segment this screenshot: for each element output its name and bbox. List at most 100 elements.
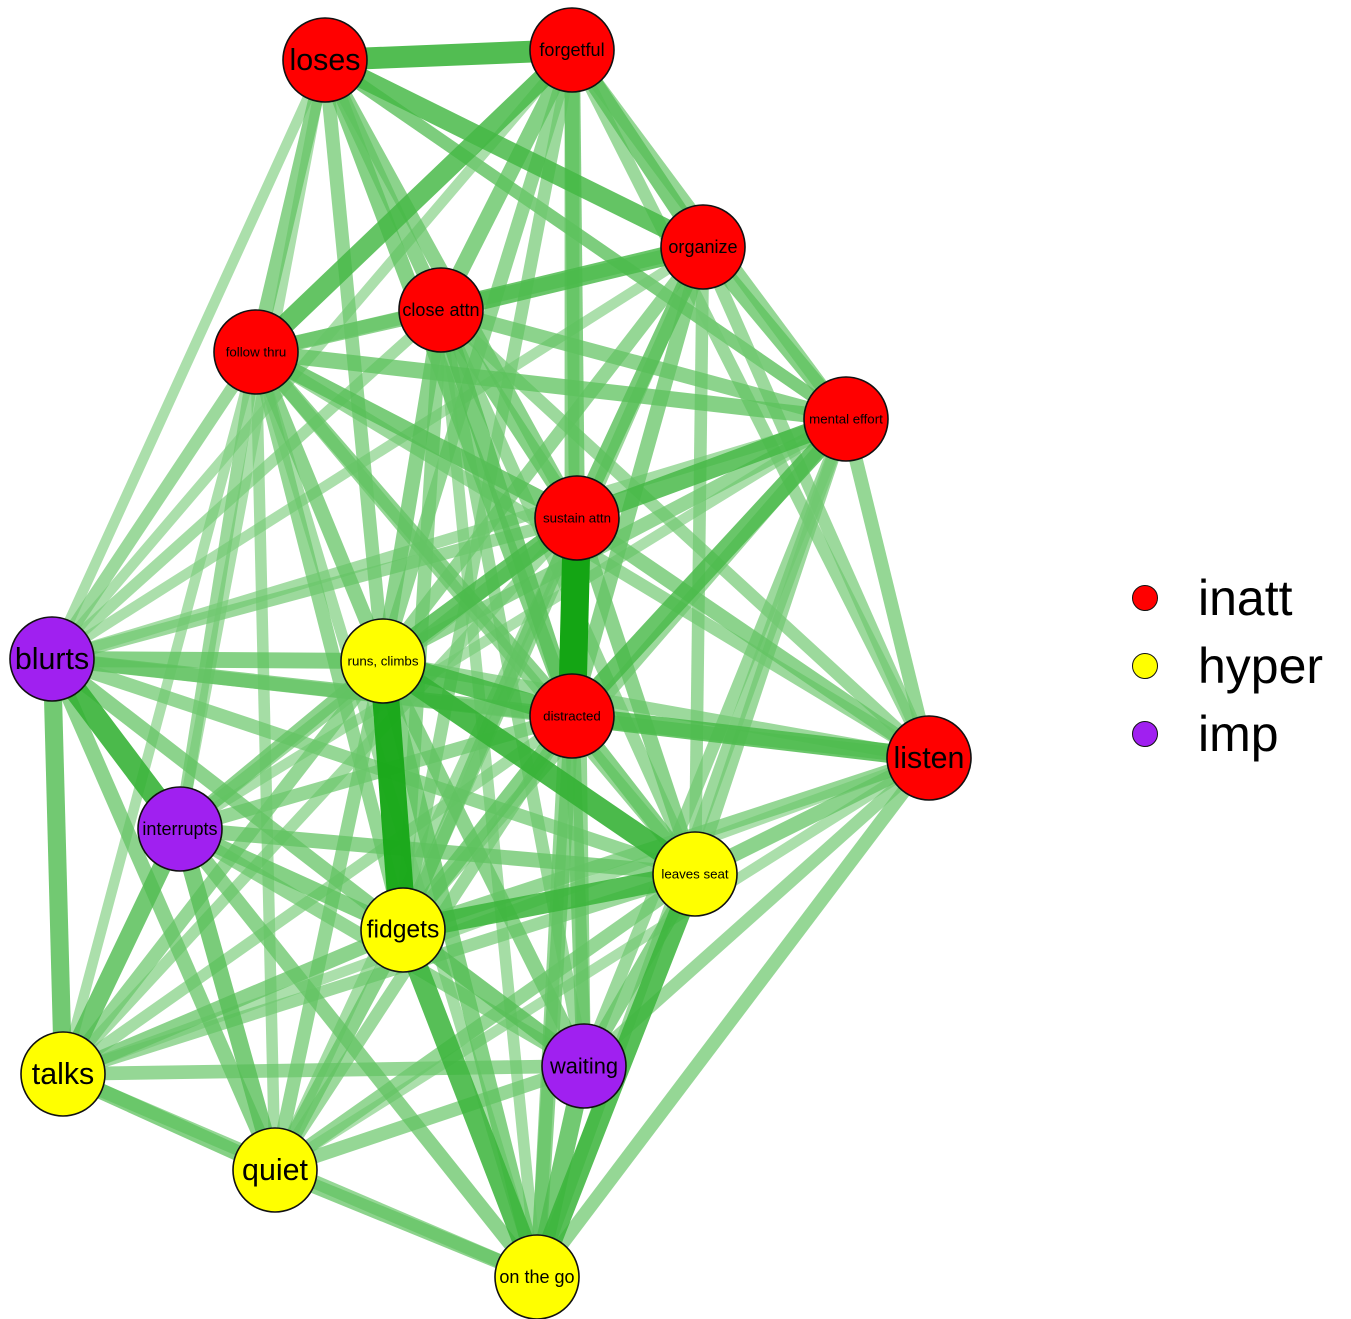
node-on-the-go: on the go	[494, 1234, 580, 1319]
edge-loses-organize	[320, 51, 708, 256]
edge-organize-close-attn	[438, 237, 706, 320]
edge-fidgets-quiet	[268, 926, 410, 1174]
node-label-interrupts: interrupts	[142, 819, 217, 839]
edge-blurts-loses	[47, 57, 330, 662]
edge-mental-effort-distracted	[564, 412, 854, 723]
node-runs-climbs: runs, climbs	[340, 618, 426, 704]
edge-sustain-attn-leaves-seat	[569, 515, 703, 877]
edge-listen-mental-effort	[839, 417, 936, 760]
node-circle-fidgets	[360, 887, 446, 973]
edge-follow-thru-runs-climbs	[249, 349, 390, 664]
node-circle-blurts	[9, 616, 95, 702]
node-circle-close-attn	[398, 267, 484, 353]
legend-swatch-hyper	[1132, 653, 1158, 679]
edge-interrupts-runs-climbs	[175, 655, 388, 835]
node-blurts: blurts	[9, 616, 95, 702]
node-circle-distracted	[529, 673, 615, 759]
node-label-on-the-go: on the go	[499, 1267, 574, 1287]
legend-label-inatt: inatt	[1198, 570, 1293, 626]
legend-item-inatt: inatt	[1128, 570, 1348, 638]
edge-follow-thru-interrupts	[173, 351, 263, 830]
edge-interrupts-talks	[54, 825, 189, 1078]
edge-organize-sustain-attn	[569, 243, 711, 522]
edge-runs-climbs-fidgets	[369, 660, 417, 931]
edge-waiting-quiet	[272, 1059, 587, 1177]
edge-blurts-distracted	[51, 651, 573, 724]
node-circle-listen	[886, 715, 972, 801]
edge-loses-mental-effort	[321, 54, 850, 425]
edge-forgetful-follow-thru	[249, 42, 579, 360]
node-label-leaves-seat: leaves seat	[661, 867, 729, 882]
legend-label-imp: imp	[1198, 706, 1279, 762]
node-label-blurts: blurts	[15, 642, 89, 676]
edge-mental-effort-sustain-attn	[573, 409, 850, 528]
edge-close-attn-fidgets	[396, 309, 448, 931]
edge-runs-climbs-leaves-seat	[376, 651, 702, 884]
edge-blurts-quiet	[45, 656, 282, 1173]
node-listen: listen	[886, 715, 972, 801]
edge-blurts-talks	[42, 658, 73, 1075]
edge-distracted-organize	[564, 245, 711, 718]
node-waiting: waiting	[541, 1023, 627, 1109]
node-label-mental-effort: mental effort	[809, 412, 883, 427]
edge-leaves-seat-quiet	[271, 868, 699, 1176]
node-follow-thru: follow thru	[213, 309, 299, 395]
node-interrupts: interrupts	[137, 786, 223, 872]
edge-forgetful-close-attn	[433, 46, 580, 314]
node-fidgets: fidgets	[360, 887, 446, 973]
edge-blurts-runs-climbs	[51, 651, 384, 669]
edge-talks-follow-thru	[57, 350, 262, 1076]
node-close-attn: close attn	[398, 267, 484, 353]
edge-layer	[42, 39, 936, 1284]
node-circle-waiting	[541, 1023, 627, 1109]
node-circle-loses	[282, 17, 368, 103]
edge-blurts-organize	[49, 242, 706, 664]
node-label-sustain-attn: sustain attn	[543, 511, 611, 526]
edge-follow-thru-sustain-attn	[252, 344, 581, 526]
node-circle-forgetful	[529, 7, 615, 93]
node-circle-runs-climbs	[340, 618, 426, 704]
node-label-runs-climbs: runs, climbs	[348, 654, 419, 669]
node-talks: talks	[20, 1031, 106, 1117]
edge-runs-climbs-waiting	[376, 657, 591, 1070]
edge-fidgets-on-the-go	[393, 926, 547, 1281]
edge-runs-climbs-talks	[57, 656, 389, 1079]
node-label-listen: listen	[894, 741, 965, 775]
legend-item-imp: imp	[1128, 706, 1348, 774]
node-circle-interrupts	[137, 786, 223, 872]
edge-interrupts-on-the-go	[174, 824, 543, 1282]
node-leaves-seat: leaves seat	[652, 831, 738, 917]
node-label-organize: organize	[668, 237, 737, 257]
edge-organize-leaves-seat	[688, 246, 710, 875]
node-label-follow-thru: follow thru	[226, 345, 287, 360]
node-distracted: distracted	[529, 673, 615, 759]
node-circle-follow-thru	[213, 309, 299, 395]
node-label-waiting: waiting	[549, 1054, 618, 1079]
node-label-talks: talks	[32, 1057, 95, 1091]
node-quiet: quiet	[232, 1127, 318, 1213]
node-loses: loses	[282, 17, 368, 103]
node-label-loses: loses	[290, 43, 361, 77]
node-circle-organize	[660, 204, 746, 290]
node-circle-sustain-attn	[534, 475, 620, 561]
legend-label-hyper: hyper	[1198, 638, 1324, 694]
edge-listen-on-the-go	[531, 753, 935, 1282]
edge-fidgets-leaves-seat	[400, 863, 698, 941]
edge-distracted-follow-thru	[250, 347, 578, 721]
edge-distracted-listen	[570, 706, 931, 768]
node-label-close-attn: close attn	[402, 300, 479, 320]
node-circle-mental-effort	[803, 376, 889, 462]
edge-follow-thru-fidgets	[249, 350, 410, 932]
node-circle-quiet	[232, 1127, 318, 1213]
node-label-quiet: quiet	[242, 1153, 308, 1187]
node-forgetful: forgetful	[529, 7, 615, 93]
node-label-forgetful: forgetful	[539, 40, 604, 60]
edge-distracted-fidgets	[396, 711, 579, 935]
node-circle-leaves-seat	[652, 831, 738, 917]
edge-quiet-on-the-go	[272, 1163, 540, 1284]
node-circle-on-the-go	[494, 1234, 580, 1319]
legend: inatt hyper imp	[1128, 570, 1348, 774]
edge-interrupts-mental-effort	[177, 414, 849, 834]
node-label-distracted: distracted	[543, 709, 601, 724]
